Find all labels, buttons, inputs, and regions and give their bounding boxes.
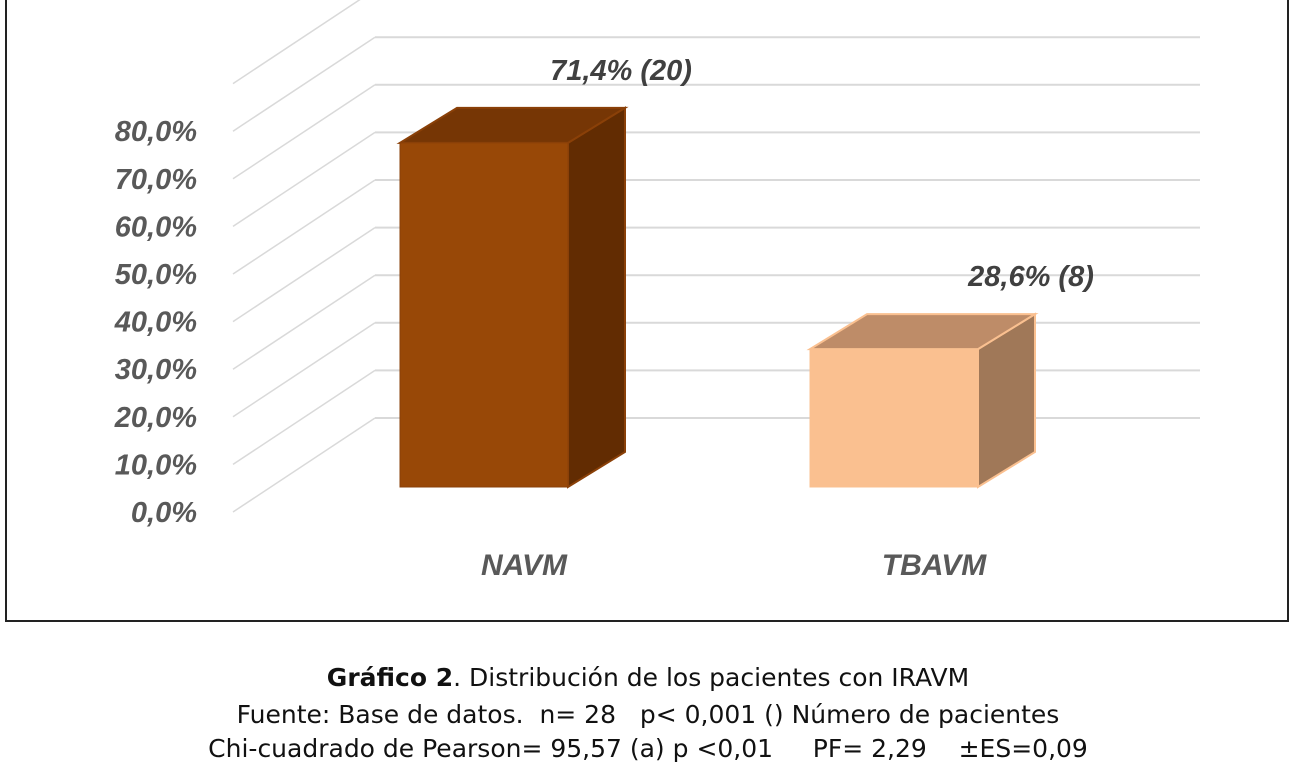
- y-tick-label: 60,0%: [115, 211, 197, 243]
- y-tick-label: 20,0%: [114, 402, 197, 434]
- chart-frame: [5, 0, 1289, 622]
- gridline-diagonal: [232, 84, 376, 180]
- gridline-diagonal: [232, 417, 376, 513]
- caption-stats: Chi-cuadrado de Pearson= 95,57 (a) p <0,…: [208, 734, 1088, 763]
- category-label: NAVM: [481, 549, 568, 582]
- category-label: TBAVM: [882, 549, 987, 582]
- bar-chart: 0,0% 10,0% 20,0% 30,0% 40,0% 50,0% 60,0% 70,0% 8…: [114, 0, 1200, 582]
- y-tick-label: 70,0%: [115, 164, 197, 196]
- y-tick-label: 40,0%: [114, 307, 197, 339]
- caption-title: Gráfico 2. Distribución de los pacientes…: [0, 663, 1296, 693]
- gridline-diagonal: [232, 179, 376, 275]
- y-tick-label: 10,0%: [115, 449, 197, 481]
- caption-title-text: . Distribución de los pacientes con IRAV…: [453, 663, 970, 692]
- caption-bold: Gráfico 2: [326, 663, 454, 692]
- gridline-diagonal: [232, 226, 376, 323]
- y-tick-label: 50,0%: [115, 259, 197, 291]
- gridline-diagonal: [232, 322, 376, 418]
- y-tick-label: 80,0%: [115, 116, 197, 148]
- gridline-diagonal: [232, 369, 376, 466]
- y-tick-label: 30,0%: [115, 354, 197, 386]
- gridline-diagonal: [232, 274, 376, 370]
- gridline-diagonal: [232, 131, 376, 228]
- data-label: 28,6% (8): [967, 261, 1094, 293]
- y-tick-label: 0,0%: [131, 497, 197, 529]
- data-label: 71,4% (20): [550, 55, 692, 87]
- bar-tbavm: [809, 348, 979, 488]
- bar-side: [567, 106, 626, 489]
- caption-source: Fuente: Base de datos. n= 28 p< 0,001 ()…: [236, 700, 1060, 729]
- gridline-diagonal: [232, 0, 361, 85]
- gridline-diagonal: [232, 36, 376, 132]
- bar-navm: [399, 142, 569, 488]
